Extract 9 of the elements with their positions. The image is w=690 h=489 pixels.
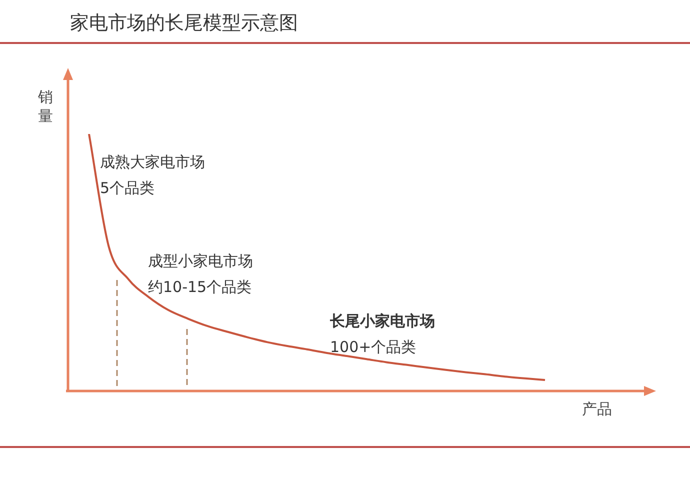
- annotation: 长尾小家电市场: [329, 312, 435, 330]
- annotation: 5个品类: [100, 178, 155, 197]
- x-axis-title: 产品: [582, 400, 612, 419]
- annotation: 约10-15个品类: [148, 278, 252, 296]
- chart-title: 家电市场的长尾模型示意图: [0, 8, 690, 44]
- y-axis-title: 销量: [38, 88, 54, 126]
- annotation: 成型小家电市场: [148, 252, 253, 270]
- annotation: 100+个品类: [330, 338, 416, 356]
- annotation: 成熟大家电市场: [100, 152, 205, 171]
